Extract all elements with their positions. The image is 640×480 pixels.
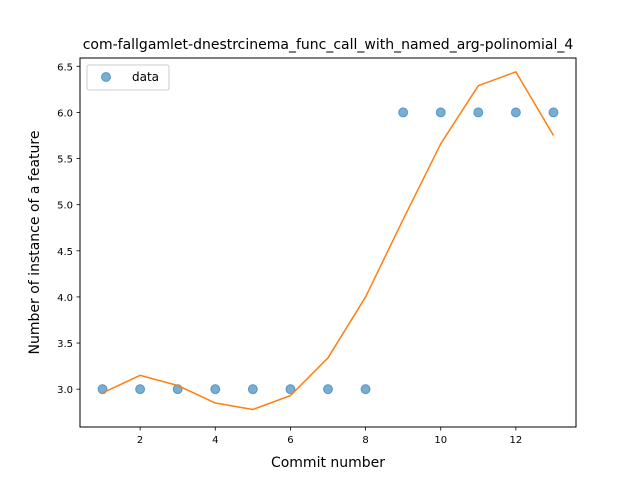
data-point (285, 384, 296, 395)
y-tick-label: 5.0 (57, 201, 73, 212)
x-axis-label: Commit number (271, 455, 385, 471)
x-tick-label: 12 (510, 435, 523, 446)
legend-marker-data (101, 72, 111, 82)
data-point (473, 107, 484, 118)
data-point (398, 107, 409, 118)
y-tick-label: 5.5 (57, 155, 73, 166)
data-point (323, 384, 333, 395)
chart-title: com-fallgamlet-dnestrcinema_func_call_wi… (83, 37, 574, 53)
y-tick-label: 6.0 (57, 108, 73, 119)
data-point (360, 384, 371, 395)
series-line (102, 71, 555, 411)
data-point (510, 107, 521, 118)
plot-frame (79, 57, 577, 428)
y-tick-label: 4.5 (57, 247, 73, 258)
data-point (247, 384, 258, 395)
legend-label-data: data (132, 70, 159, 84)
x-tick-label: 10 (434, 435, 447, 446)
x-tick-label: 2 (137, 435, 143, 446)
x-tick-label: 4 (212, 435, 218, 446)
data-point (435, 107, 446, 118)
y-tick-label: 3.0 (57, 385, 73, 396)
data-point (135, 384, 146, 395)
y-tick-label: 3.5 (57, 339, 73, 350)
legend: data (86, 64, 170, 91)
y-axis-label: Number of instance of a feature (27, 131, 43, 355)
y-tick-label: 4.0 (57, 293, 73, 304)
legend-box (86, 64, 170, 91)
y-tick-label: 6.5 (57, 62, 73, 73)
plot-area (80, 58, 576, 427)
data-point (210, 384, 221, 395)
data-point (548, 107, 559, 118)
data-layer (97, 71, 559, 411)
axes-layer: 2 4 6 8 10 12 3.0 3.5 4.0 4.5 5.0 5.5 6.0 6.5 (57, 62, 522, 446)
x-tick-label: 6 (287, 435, 293, 446)
x-tick-label: 8 (362, 435, 368, 446)
